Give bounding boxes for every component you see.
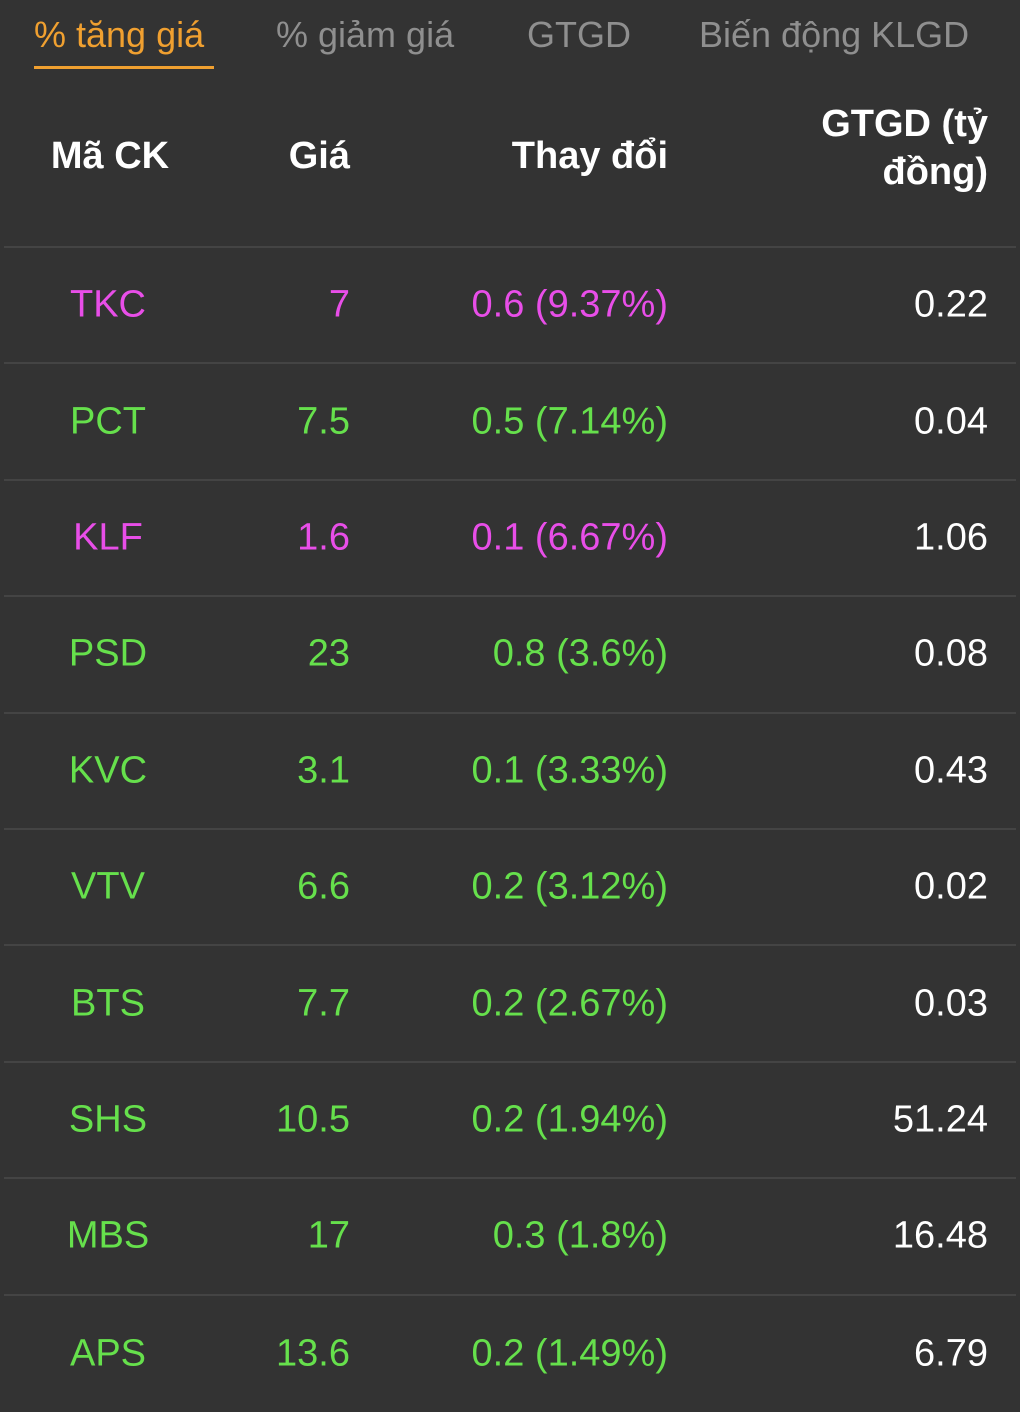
header-symbol: Mã CK [50,135,170,177]
stock-symbol[interactable]: KVC [68,749,148,792]
stock-change: 0.2 (3.12%) [471,865,668,908]
table-row[interactable]: PCT 7.5 0.5 (7.14%) 0.04 [4,364,1016,481]
stock-trading-value: 0.04 [914,400,988,443]
stock-trading-value: 0.22 [914,283,988,326]
table-row[interactable]: KVC 3.1 0.1 (3.33%) 0.43 [4,714,1016,830]
stock-symbol[interactable]: TKC [70,283,146,326]
stock-change: 0.3 (1.8%) [492,1214,668,1257]
stock-symbol[interactable]: KLF [73,516,143,559]
active-tab-indicator [34,66,214,69]
table-row[interactable]: SHS 10.5 0.2 (1.94%) 51.24 [4,1063,1016,1180]
stock-trading-value: 0.08 [914,632,988,675]
stock-price: 10.5 [276,1098,350,1141]
stock-price: 7 [328,283,350,326]
stock-price: 6.6 [297,865,350,908]
stock-symbol[interactable]: PSD [68,632,148,675]
stock-symbol[interactable]: BTS [71,982,145,1025]
header-price: Giá [288,135,350,177]
stock-symbol[interactable]: MBS [66,1214,150,1257]
table-row[interactable]: APS 13.6 0.2 (1.49%) 6.79 [4,1296,1016,1412]
tab-percent-decrease[interactable]: % giảm giá [276,14,455,55]
stock-table-body: TKC 7 0.6 (9.37%) 0.22 PCT 7.5 0.5 (7.14%) 0.04… [4,248,1016,1412]
table-row[interactable]: BTS 7.7 0.2 (2.67%) 0.03 [4,946,1016,1063]
stock-change: 0.6 (9.37%) [471,283,668,326]
tab-bar: % tăng giá % giảm giá GTGD Biến động KLG… [0,0,1020,80]
tab-volume-change[interactable]: Biến động KLGD [699,14,970,55]
stock-trading-value: 0.02 [914,865,988,908]
stock-trading-value: 1.06 [914,516,988,559]
stock-symbol[interactable]: VTV [71,865,145,908]
table-row[interactable]: PSD 23 0.8 (3.6%) 0.08 [4,597,1016,714]
stock-price: 1.6 [297,516,350,559]
stock-trading-value: 6.79 [914,1332,988,1375]
stock-price: 7.5 [297,400,350,443]
table-row[interactable]: MBS 17 0.3 (1.8%) 16.48 [4,1179,1016,1296]
stock-price: 23 [307,632,350,675]
stock-change: 0.8 (3.6%) [492,632,668,675]
stock-trading-value: 0.03 [914,982,988,1025]
stock-change: 0.2 (1.94%) [471,1098,668,1141]
stock-change: 0.2 (1.49%) [471,1332,668,1375]
stock-change: 0.2 (2.67%) [471,982,668,1025]
stock-price: 7.7 [297,982,350,1025]
stock-symbol[interactable]: APS [69,1332,147,1375]
header-change: Thay đổi [511,135,668,177]
tab-trading-value[interactable]: GTGD [527,14,631,55]
table-row[interactable]: KLF 1.6 0.1 (6.67%) 1.06 [4,481,1016,598]
stock-change: 0.5 (7.14%) [471,400,668,443]
stock-change: 0.1 (6.67%) [471,516,668,559]
header-trading-value: GTGD (tỷ đồng) [821,103,988,193]
stock-price: 13.6 [276,1332,350,1375]
tab-percent-increase[interactable]: % tăng giá [34,14,205,55]
stock-trading-value: 16.48 [892,1214,988,1257]
stock-price: 3.1 [297,749,350,792]
stock-change: 0.1 (3.33%) [471,749,668,792]
table-row[interactable]: TKC 7 0.6 (9.37%) 0.22 [4,248,1016,365]
table-header: Mã CK Giá Thay đổi GTGD (tỷ đồng) [4,80,1016,248]
table-row[interactable]: VTV 6.6 0.2 (3.12%) 0.02 [4,830,1016,947]
stock-price: 17 [307,1214,350,1257]
stock-symbol[interactable]: SHS [68,1098,148,1141]
stock-trading-value: 51.24 [892,1098,988,1141]
stock-trading-value: 0.43 [914,749,988,792]
stock-symbol[interactable]: PCT [70,400,146,443]
